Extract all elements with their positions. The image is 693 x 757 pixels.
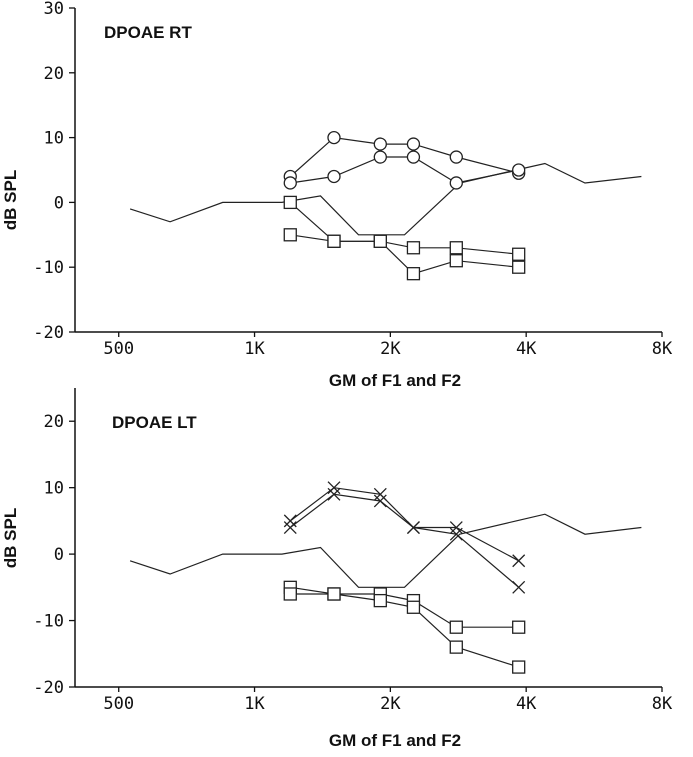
circle-marker bbox=[512, 163, 526, 177]
y-tick-label: -20 bbox=[33, 323, 64, 343]
x-tick-label: 4K bbox=[516, 694, 537, 714]
square-marker bbox=[283, 195, 297, 210]
y-tick-label: -10 bbox=[33, 258, 64, 278]
y-tick-label: -20 bbox=[33, 678, 64, 698]
square-marker bbox=[512, 620, 526, 634]
x-marker bbox=[327, 487, 341, 501]
x-marker bbox=[373, 494, 387, 508]
chart-panel-lt: DPOAE LT dB SPL GM of F1 and F2 -20 -10 0 1… bbox=[1, 388, 673, 750]
square-marker bbox=[327, 234, 341, 248]
circle-marker bbox=[327, 169, 341, 184]
y-tick-label: 30 bbox=[44, 0, 64, 19]
square-marker bbox=[512, 260, 526, 274]
y-tick-label: 20 bbox=[44, 64, 64, 84]
x-tick-label: 500 bbox=[103, 339, 134, 359]
square-marker bbox=[327, 587, 341, 601]
x-tick-label: 2K bbox=[380, 694, 401, 714]
chart-panel-rt: DPOAE RT dB SPL GM of F1 and F2 -20 -10 0 1… bbox=[1, 0, 673, 390]
x-marker bbox=[406, 521, 420, 534]
series-line bbox=[290, 156, 519, 184]
circle-marker bbox=[406, 137, 421, 151]
square-marker bbox=[406, 241, 421, 255]
circle-marker bbox=[406, 150, 421, 164]
series-line bbox=[289, 201, 519, 255]
circle-marker bbox=[449, 176, 463, 190]
series-line bbox=[290, 586, 519, 628]
x-marker bbox=[283, 514, 297, 528]
square-marker bbox=[449, 254, 463, 268]
square-marker bbox=[283, 228, 297, 242]
x-axis-label: GM of F1 and F2 bbox=[329, 371, 461, 390]
circle-marker bbox=[283, 176, 297, 190]
series-line bbox=[290, 593, 519, 668]
x-marker bbox=[512, 554, 526, 568]
x-marker bbox=[283, 521, 297, 534]
x-marker bbox=[449, 521, 463, 534]
square-marker bbox=[512, 660, 526, 674]
x-axis-label: GM of F1 and F2 bbox=[329, 731, 461, 750]
series-line bbox=[289, 487, 519, 562]
x-tick-label: 1K bbox=[244, 339, 265, 359]
square-marker bbox=[373, 234, 387, 248]
x-marker bbox=[512, 580, 526, 594]
circle-marker bbox=[373, 137, 387, 151]
y-axis-label: dB SPL bbox=[1, 508, 20, 568]
x-tick-label: 500 bbox=[103, 694, 134, 714]
x-marker bbox=[327, 481, 341, 495]
square-marker bbox=[512, 247, 526, 261]
square-marker bbox=[449, 241, 463, 255]
square-marker bbox=[449, 640, 463, 654]
series-line bbox=[289, 493, 520, 588]
x-tick-label: 4K bbox=[516, 339, 537, 359]
x-marker bbox=[449, 527, 463, 541]
series-line bbox=[129, 162, 642, 236]
square-marker bbox=[283, 587, 297, 601]
series-line bbox=[289, 136, 519, 177]
y-tick-label: 10 bbox=[44, 479, 64, 499]
y-axis-label: dB SPL bbox=[1, 170, 20, 230]
square-marker bbox=[373, 593, 387, 608]
square-marker bbox=[449, 620, 463, 634]
circle-marker bbox=[373, 150, 387, 164]
x-tick-label: 1K bbox=[244, 694, 265, 714]
y-tick-label: 0 bbox=[54, 193, 64, 213]
y-tick-label: 10 bbox=[44, 129, 64, 149]
chart-title: DPOAE RT bbox=[104, 23, 192, 42]
circle-marker bbox=[449, 150, 463, 164]
x-tick-label: 8K bbox=[652, 694, 673, 714]
x-tick-label: 2K bbox=[380, 339, 401, 359]
series-line bbox=[290, 234, 519, 275]
circle-marker bbox=[327, 130, 341, 145]
x-tick-label: 8K bbox=[652, 339, 673, 359]
x-marker bbox=[373, 487, 387, 501]
square-marker bbox=[406, 600, 421, 614]
y-tick-label: 20 bbox=[44, 412, 64, 432]
chart-title: DPOAE LT bbox=[112, 413, 197, 432]
y-tick-label: -10 bbox=[33, 612, 64, 632]
series-line bbox=[129, 513, 642, 588]
y-tick-label: 0 bbox=[54, 545, 64, 565]
square-marker bbox=[406, 267, 421, 281]
